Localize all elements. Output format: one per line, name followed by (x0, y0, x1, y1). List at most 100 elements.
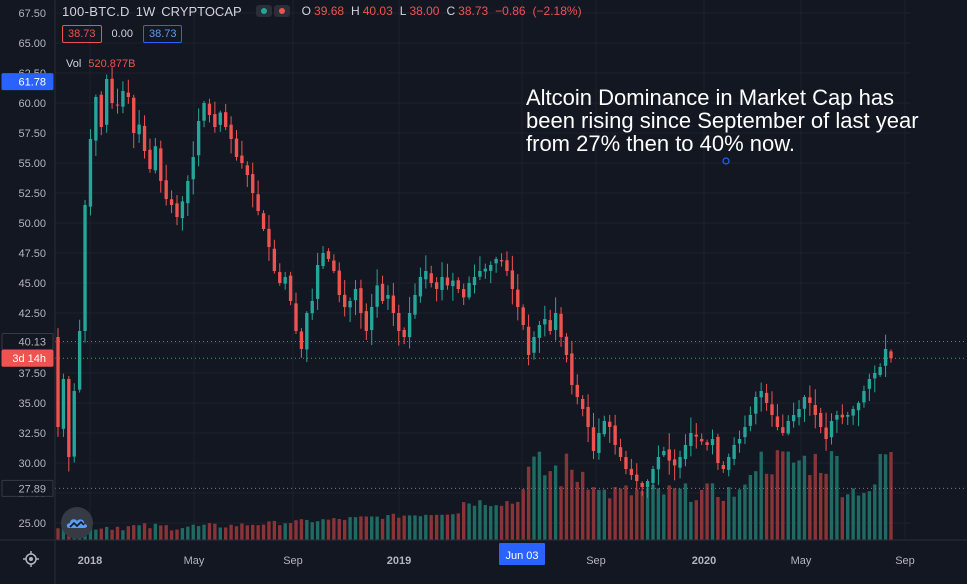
candle-body[interactable] (229, 124, 233, 139)
candle-body[interactable] (380, 283, 385, 301)
candle-body[interactable] (72, 391, 76, 457)
symbol-name[interactable]: 100-BTC.D (62, 3, 130, 19)
candle-body[interactable] (180, 201, 185, 219)
candle-body[interactable] (67, 378, 71, 457)
candle-body[interactable] (115, 104, 120, 106)
candle-body[interactable] (434, 282, 439, 289)
candle-body[interactable] (727, 457, 731, 470)
candle-body[interactable] (105, 79, 109, 125)
candle-body[interactable] (629, 468, 634, 475)
candle-body[interactable] (819, 412, 823, 427)
candle-body[interactable] (548, 320, 552, 331)
candle-body[interactable] (499, 260, 504, 262)
candle-body[interactable] (142, 125, 147, 151)
candle-body[interactable] (586, 406, 590, 427)
candle-body[interactable] (440, 277, 444, 290)
candle-body[interactable] (218, 112, 222, 125)
candle-body[interactable] (83, 205, 87, 332)
candle-body[interactable] (94, 97, 98, 141)
buy-price-box[interactable]: 38.73 (142, 25, 183, 43)
gear-icon[interactable] (21, 549, 41, 569)
tradingview-cloud-icon[interactable] (61, 507, 93, 539)
candle-body[interactable] (754, 397, 758, 414)
candle-body[interactable] (288, 275, 293, 301)
candle-body[interactable] (543, 319, 547, 325)
candle-body[interactable] (613, 425, 617, 445)
candle-body[interactable] (781, 427, 785, 433)
annotation-anchor[interactable] (722, 157, 730, 165)
candle-body[interactable] (397, 312, 401, 331)
candle-body[interactable] (862, 391, 866, 403)
candle-body[interactable] (510, 270, 515, 289)
candle-body[interactable] (169, 199, 174, 205)
candle-body[interactable] (429, 273, 433, 283)
candle-body[interactable] (683, 445, 688, 460)
candle-body[interactable] (402, 329, 406, 337)
candle-body[interactable] (370, 307, 374, 331)
candle-body[interactable] (808, 397, 812, 403)
candle-body[interactable] (386, 295, 390, 299)
candle-body[interactable] (364, 311, 368, 331)
candle-body[interactable] (213, 114, 217, 127)
candle-body[interactable] (521, 307, 525, 325)
candle-body[interactable] (343, 294, 347, 307)
candle-body[interactable] (224, 112, 228, 127)
candle-body[interactable] (451, 280, 455, 287)
candle-body[interactable] (261, 213, 266, 229)
candle-body[interactable] (305, 313, 309, 350)
candle-body[interactable] (775, 416, 780, 427)
candle-body[interactable] (472, 277, 477, 286)
candle-body[interactable] (737, 439, 742, 444)
candle-body[interactable] (310, 301, 314, 314)
candle-body[interactable] (591, 427, 596, 451)
candle-body[interactable] (424, 271, 428, 280)
candle-body[interactable] (234, 138, 239, 157)
candle-body[interactable] (559, 313, 563, 337)
candle-body[interactable] (791, 415, 796, 422)
candle-body[interactable] (618, 447, 623, 457)
candle-body[interactable] (851, 409, 855, 416)
candle-body[interactable] (732, 445, 736, 459)
candle-body[interactable] (99, 94, 103, 127)
candle-body[interactable] (564, 336, 569, 355)
candle-body[interactable] (883, 349, 888, 366)
candle-body[interactable] (196, 121, 201, 156)
candle-body[interactable] (191, 157, 195, 180)
candle-body[interactable] (332, 260, 336, 271)
text-annotation[interactable]: Altcoin Dominance in Market Cap has been… (526, 85, 919, 156)
candle-body[interactable] (159, 148, 163, 181)
candle-body[interactable] (326, 251, 331, 259)
candle-body[interactable] (489, 265, 493, 271)
candle-body[interactable] (651, 469, 655, 483)
candle-body[interactable] (570, 353, 574, 385)
candle-body[interactable] (207, 103, 212, 115)
candle-body[interactable] (553, 313, 558, 330)
candle-body[interactable] (759, 391, 763, 398)
candle-body[interactable] (662, 451, 666, 456)
candle-body[interactable] (672, 459, 677, 466)
candle-body[interactable] (56, 337, 60, 427)
candle-body[interactable] (667, 449, 671, 461)
candle-body[interactable] (391, 295, 396, 313)
candle-body[interactable] (635, 474, 639, 481)
candle-body[interactable] (802, 397, 807, 409)
candle-body[interactable] (824, 427, 828, 439)
candle-body[interactable] (132, 97, 136, 133)
candle-body[interactable] (456, 280, 460, 289)
candle-body[interactable] (889, 351, 893, 359)
candle-body[interactable] (110, 78, 114, 103)
candle-body[interactable] (175, 203, 179, 217)
candle-body[interactable] (786, 421, 790, 434)
candle-body[interactable] (878, 367, 882, 375)
candle-body[interactable] (829, 421, 834, 438)
candle-body[interactable] (813, 404, 817, 415)
candle-body[interactable] (710, 439, 715, 446)
candle-body[interactable] (494, 259, 498, 264)
candle-body[interactable] (462, 289, 466, 298)
candle-body[interactable] (797, 409, 801, 418)
candle-body[interactable] (700, 438, 704, 442)
sell-price-box[interactable]: 38.73 (62, 25, 102, 43)
candle-body[interactable] (353, 289, 358, 301)
candle-body[interactable] (678, 457, 682, 468)
candle-body[interactable] (624, 457, 628, 469)
